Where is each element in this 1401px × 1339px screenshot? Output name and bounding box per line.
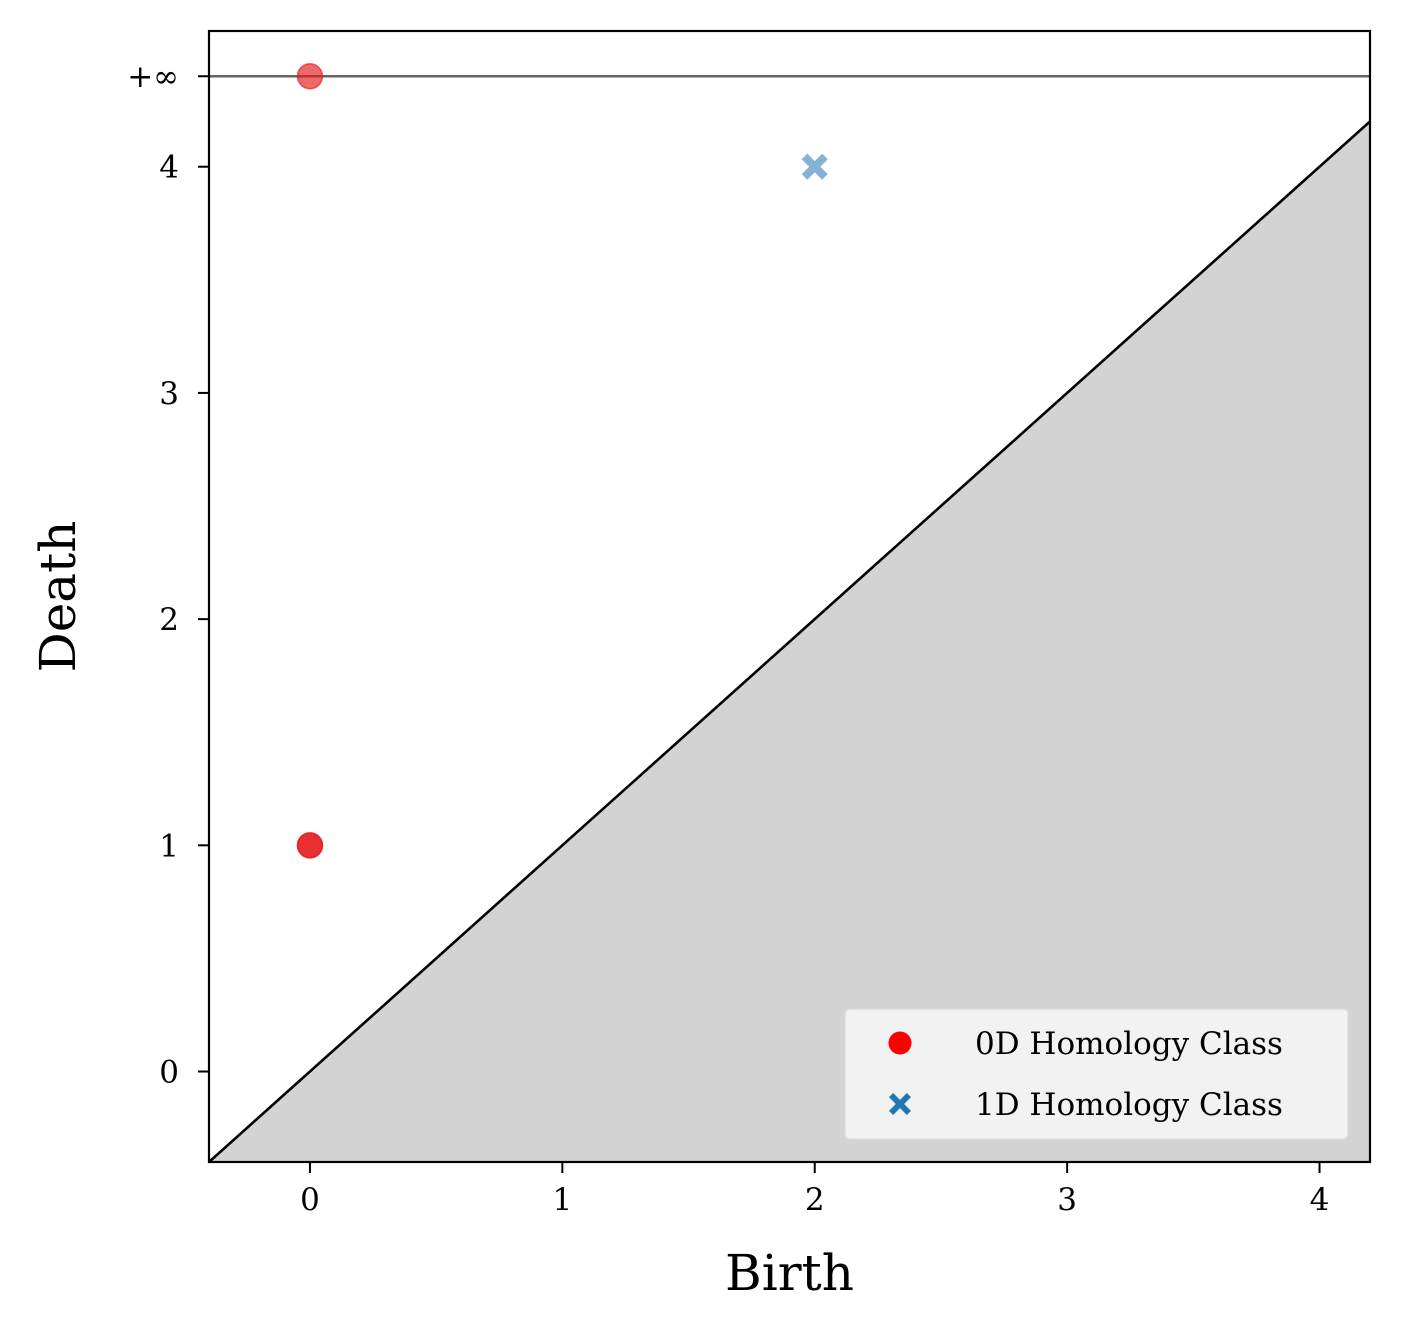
- y-tick-label-1: 1: [159, 828, 179, 864]
- point-0-0: [296, 832, 324, 859]
- point-1-0-shape: [801, 153, 828, 180]
- plot-area: [209, 62, 1370, 1162]
- y-tick-label-5: +∞: [127, 59, 179, 95]
- diagonal-line: [209, 120, 1370, 1162]
- y-axis-title: Death: [29, 521, 87, 673]
- y-tick-label-4: 4: [159, 150, 179, 186]
- y-tick-label-0: 0: [159, 1055, 179, 1091]
- x-tick-label-0: 0: [300, 1182, 320, 1218]
- point-0-1: [296, 62, 324, 90]
- legend-label-1: 1D Homology Class: [975, 1087, 1283, 1123]
- x-tick-label-1: 1: [552, 1182, 572, 1218]
- legend-box: [844, 1008, 1349, 1140]
- legend-marker-1: [889, 1093, 911, 1115]
- legend-label-0: 0D Homology Class: [975, 1026, 1283, 1062]
- y-tick-label-2: 2: [159, 602, 179, 638]
- x-tick-label-4: 4: [1310, 1182, 1330, 1218]
- x-tick-label-3: 3: [1057, 1182, 1077, 1218]
- legend: 0D Homology Class 1D Homology Class: [844, 1008, 1349, 1140]
- x-tick-label-2: 2: [805, 1182, 825, 1218]
- point-1-0: [801, 153, 828, 180]
- x-axis-title: Birth: [725, 1244, 854, 1302]
- axes-frame: [207, 29, 1372, 1164]
- y-tick-label-3: 3: [159, 376, 179, 412]
- legend-marker-1-shape: [889, 1093, 911, 1115]
- legend-marker-0: [888, 1031, 912, 1055]
